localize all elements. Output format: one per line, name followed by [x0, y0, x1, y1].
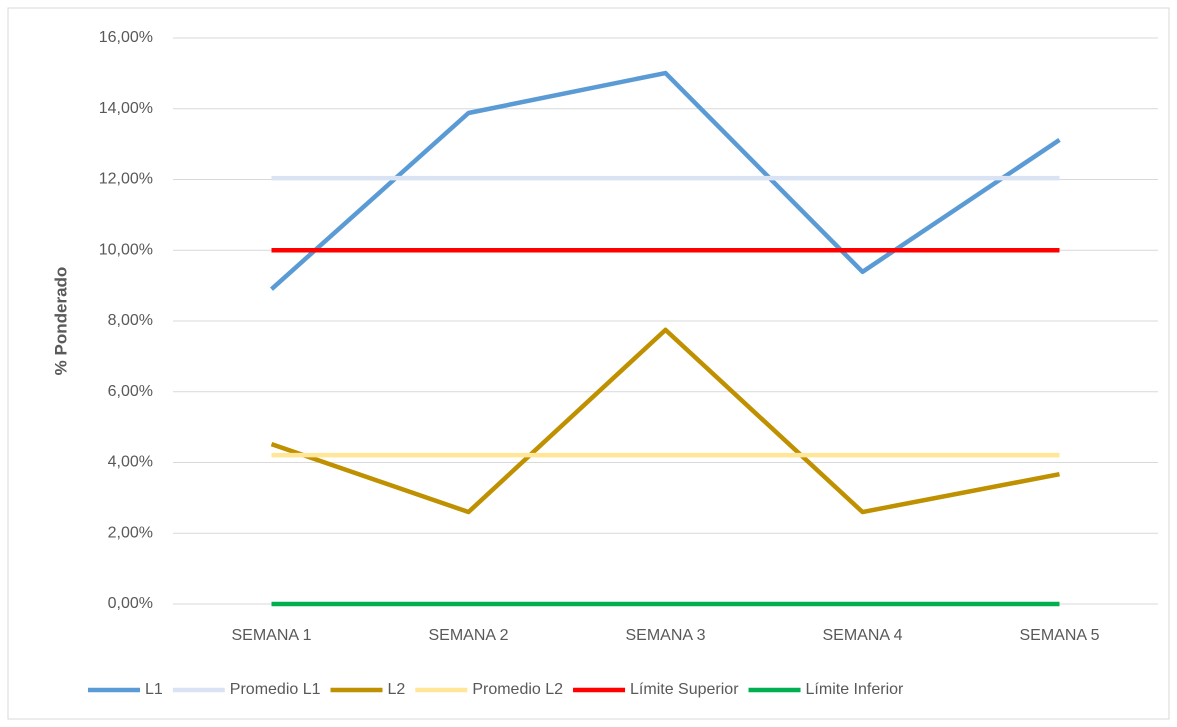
x-tick-label: SEMANA 2	[428, 627, 508, 644]
legend-label: Promedio L1	[230, 681, 321, 698]
x-tick-label: SEMANA 1	[231, 627, 311, 644]
y-tick-label: 8,00%	[108, 312, 153, 329]
legend-label: Promedio L2	[472, 681, 563, 698]
y-tick-label: 6,00%	[108, 383, 153, 400]
legend-label: Límite Inferior	[806, 681, 904, 698]
x-tick-label: SEMANA 5	[1019, 627, 1099, 644]
y-tick-label: 10,00%	[99, 241, 153, 258]
series-line	[270, 327, 1060, 515]
legend-label: L2	[388, 681, 406, 698]
y-tick-label: 12,00%	[99, 171, 153, 188]
x-tick-label: SEMANA 3	[625, 627, 705, 644]
y-tick-label: 2,00%	[108, 524, 153, 541]
legend-label: L1	[145, 681, 163, 698]
chart-border	[7, 7, 1170, 720]
y-tick-label: 14,00%	[99, 100, 153, 117]
y-tick-label: 0,00%	[108, 595, 153, 612]
legend-label: Límite Superior	[630, 681, 739, 698]
y-tick-label: 4,00%	[108, 454, 153, 471]
x-tick-label: SEMANA 4	[822, 627, 902, 644]
y-tick-label: 16,00%	[99, 29, 153, 46]
y-axis-title: % Ponderado	[51, 267, 70, 376]
series-line	[270, 70, 1061, 291]
